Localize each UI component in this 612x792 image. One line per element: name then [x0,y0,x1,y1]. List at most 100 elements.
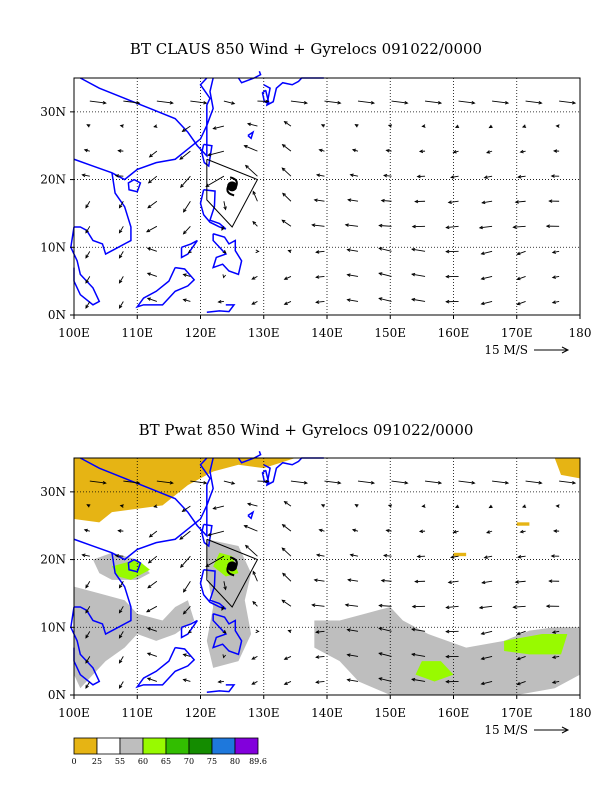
wind-arrow [252,191,258,202]
wind-arrow [411,298,426,302]
coastline [206,684,236,694]
x-tick-label: 150E [374,706,406,720]
wind-arrow [223,480,235,485]
wind-arrow [525,480,542,484]
wind-arrow-head [380,198,385,203]
wind-arrow [350,174,359,177]
chart-2-plot: 100E 110E 120E 130E 140E 150E 160E 170E 180 0N 10N… [40,450,591,766]
wind-arrow-head [454,504,460,508]
wind-arrow-head [243,145,248,149]
wind-arrow-head [551,275,556,279]
colorbar-swatch [211,737,236,755]
y-tick-label: 0N [48,308,66,322]
wind-arrow-head [182,298,187,302]
wind-arrow [316,630,325,633]
wind-arrow-head [251,276,256,280]
wind-arrow [85,656,91,664]
wind-arrow [284,655,292,660]
wind-arrow-head [445,629,450,634]
wind-arrow [282,144,292,152]
wind-arrow-head [514,200,519,204]
wind-arrow-head [119,504,124,508]
wind-arrow-head [452,150,457,154]
wind-arrow-head [118,204,123,209]
wind-arrow [492,480,509,484]
wind-arrow-head [281,524,286,528]
wind-arrow-head [153,124,158,128]
coastline [180,619,198,639]
wind-arrow-head [187,249,192,254]
coastline [211,613,243,656]
wind-arrow-head [281,547,286,552]
wind-arrow-head [146,652,151,656]
wind-arrow [284,121,292,127]
wind-arrow-head [315,630,320,634]
wind-arrow-head [315,553,321,558]
wind-arrow [119,606,124,614]
wind-arrow-head [337,480,342,485]
wind-arrow-head [551,300,556,304]
wind-arrow-head [203,480,208,485]
wind-arrow-head [118,584,123,589]
wind-arrow-head [516,301,521,306]
wind-arrow-head [346,678,351,682]
coastlines [70,450,324,694]
wind-arrow-head [147,179,152,184]
wind-arrow-head [252,600,257,605]
wind-arrow-head [117,149,122,153]
y-tick-label: 20N [40,173,66,187]
wind-arrow [312,224,325,227]
wind-arrow-head [354,504,359,508]
wind-arrow-head [346,248,351,252]
wind-arrow-head [85,254,89,259]
wind-arrow [411,273,426,277]
wind-arrow [513,605,526,608]
wind-arrow [484,555,493,559]
wind-arrow [451,555,459,558]
x-tick-label: 120E [185,326,217,340]
wind-arrow [156,100,173,104]
wind-arrow [183,200,191,213]
wind-arrow-head [118,684,123,689]
wind-arrow-head [212,506,217,510]
wind-arrow [281,547,292,557]
wind-arrow-head [169,100,174,105]
wind-arrow [379,652,392,657]
chart-1-title: BT CLAUS 850 Wind + Gyrelocs 091022/0000 [129,40,483,58]
reference-vector-head [561,726,570,734]
wind-arrow-head [411,297,416,302]
wind-arrow-head [118,279,123,284]
wind-arrow [517,250,526,255]
reference-vector-head [561,346,570,354]
pwat-low-patch [516,522,530,526]
wind-arrow-head [550,554,555,558]
wind-arrow-head [283,681,288,685]
coastline [79,77,211,158]
wind-arrow-head [450,175,455,179]
x-tick-label: 160E [438,706,470,720]
wind-arrow-head [223,586,227,591]
wind-arrow [182,125,191,132]
wind-arrow [147,247,158,252]
wind-arrow [281,167,292,177]
wind-arrow-head [480,681,485,686]
wind-arrow-head [81,173,86,178]
wind-arrow-head [445,299,450,304]
x-tick-label: 180 [569,326,592,340]
colorbar-swatch [165,737,190,755]
wind-arrow-head [385,528,390,533]
wind-arrow-head [315,655,320,659]
wind-arrow [282,193,292,202]
y-tick-label: 10N [40,620,66,634]
wind-arrow [345,604,359,607]
wind-arrow [316,655,325,658]
colorbar-label: 89.6 [249,757,267,766]
wind-arrow [314,199,325,202]
wind-arrow-head [119,124,124,128]
wind-arrow [446,605,459,609]
wind-arrow-head [252,570,256,575]
wind-arrow [552,301,560,304]
wind-arrow [552,681,560,684]
wind-arrow-head [512,225,517,229]
wind-arrow [316,250,325,253]
